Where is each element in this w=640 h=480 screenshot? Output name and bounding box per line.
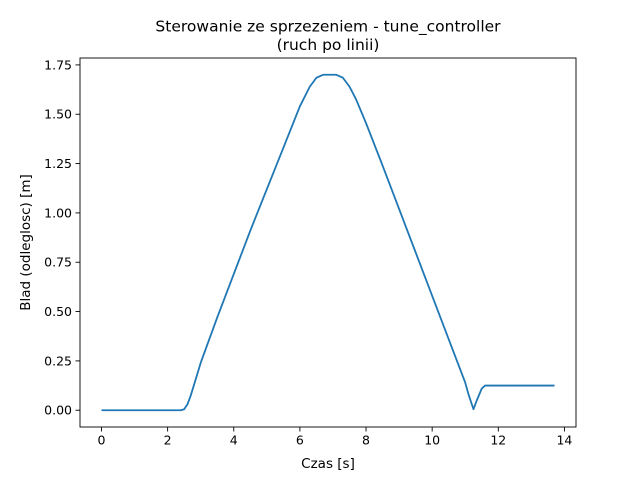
y-tick-label: 1.25	[44, 156, 72, 171]
x-axis-label: Czas [s]	[301, 456, 355, 472]
x-tick-label: 10	[424, 433, 440, 448]
x-tick-label: 4	[230, 433, 238, 448]
x-tick-label: 2	[164, 433, 172, 448]
series-line	[101, 73, 555, 412]
y-tick-label: 1.00	[44, 205, 72, 220]
y-tick-label: 0.25	[44, 353, 72, 368]
chart-title-line1: Sterowanie ze sprzezeniem - tune_control…	[155, 18, 501, 37]
y-tick-label: 0.75	[44, 255, 72, 270]
x-tick-label: 8	[362, 433, 370, 448]
y-tick-label: 0.50	[44, 304, 72, 319]
x-tick-label: 0	[98, 433, 106, 448]
chart-title-line2: (ruch po linii)	[277, 36, 380, 54]
y-tick-label: 1.75	[44, 57, 72, 72]
y-axis-label: Blad (odleglosc) [m]	[18, 174, 34, 311]
x-tick-label: 14	[556, 433, 572, 448]
y-tick-label: 0.00	[44, 403, 72, 418]
x-tick-label: 6	[296, 433, 304, 448]
plot-frame	[79, 57, 577, 428]
x-tick-label: 12	[490, 433, 506, 448]
y-tick-label: 1.50	[44, 107, 72, 122]
x-axis-ticks: 0 2 4 6 8 10 12 14	[98, 427, 572, 448]
y-axis-ticks: 0.00 0.25 0.50 0.75 1.00 1.25 1.50 1.75	[44, 57, 80, 418]
